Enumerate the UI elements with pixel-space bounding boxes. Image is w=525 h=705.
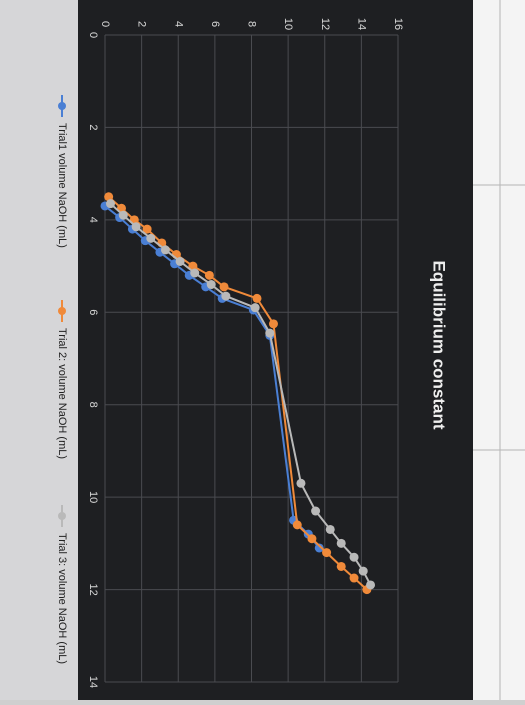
- x-tick-label: 6: [87, 309, 99, 315]
- x-tick-label: 8: [87, 402, 99, 408]
- data-point: [142, 224, 152, 234]
- x-tick-label: 12: [87, 583, 99, 595]
- x-tick-label: 2: [87, 124, 99, 130]
- data-point: [118, 210, 128, 220]
- data-point: [190, 268, 200, 278]
- data-point: [336, 561, 346, 571]
- data-point: [296, 478, 306, 488]
- x-tick-label: 4: [87, 217, 99, 223]
- data-point: [250, 303, 260, 313]
- legend-label: Trial 2: volume NaOH (mL): [56, 328, 68, 459]
- data-point: [358, 566, 368, 576]
- data-point: [105, 199, 115, 209]
- y-tick-label: 0: [99, 21, 111, 27]
- y-tick-label: 12: [319, 18, 331, 30]
- data-point: [252, 293, 262, 303]
- data-point: [265, 328, 275, 338]
- data-point: [146, 233, 156, 243]
- data-point: [104, 192, 114, 202]
- legend-marker: [58, 512, 66, 520]
- data-point: [314, 543, 324, 553]
- legend-label: Trial1 volume NaOH (mL): [56, 123, 68, 248]
- data-point: [366, 580, 376, 590]
- y-tick-label: 4: [172, 21, 184, 27]
- data-point: [206, 280, 216, 290]
- legend-marker: [58, 307, 66, 315]
- spreadsheet: [473, 0, 525, 700]
- x-tick-label: 0: [87, 32, 99, 38]
- bezel: [0, 0, 78, 700]
- y-tick-label: 16: [392, 18, 404, 30]
- data-point: [349, 573, 359, 583]
- data-point: [204, 270, 214, 280]
- data-point: [219, 282, 229, 292]
- y-tick-label: 2: [136, 21, 148, 27]
- data-point: [325, 524, 335, 534]
- data-point: [349, 552, 359, 562]
- data-point: [307, 534, 317, 544]
- data-point: [311, 506, 321, 516]
- data-point: [221, 291, 231, 301]
- y-tick-label: 6: [209, 21, 221, 27]
- chart-background: [78, 0, 473, 700]
- chart-title: Equilibrium constant: [430, 260, 449, 429]
- data-point: [188, 261, 198, 271]
- data-point: [268, 319, 278, 329]
- x-tick-label: 10: [87, 491, 99, 503]
- legend-marker: [58, 102, 66, 110]
- x-tick-label: 14: [87, 676, 99, 688]
- legend-label: Trial 3: volume NaOH (mL): [56, 533, 68, 664]
- data-point: [175, 256, 185, 266]
- y-tick-label: 8: [246, 21, 258, 27]
- data-point: [160, 245, 170, 255]
- y-tick-label: 14: [355, 18, 367, 30]
- data-point: [131, 222, 141, 232]
- data-point: [292, 520, 302, 530]
- data-point: [322, 548, 332, 558]
- y-tick-label: 10: [282, 18, 294, 30]
- data-point: [336, 538, 346, 548]
